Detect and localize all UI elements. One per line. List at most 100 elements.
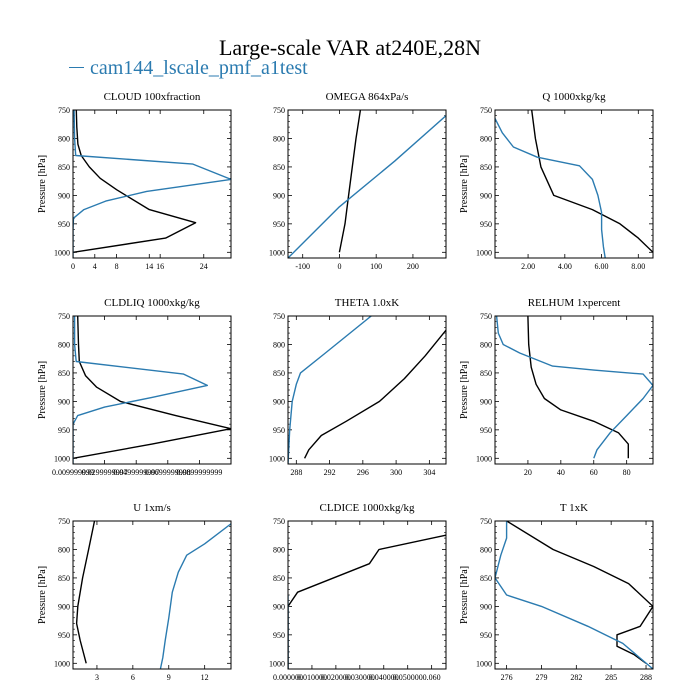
y-tick-label: 800 — [273, 134, 285, 143]
panel-2: OMEGA 864xPa/s 750 800 850 900 950 1000 -100 0 10… — [269, 91, 447, 271]
y-tick-label: 850 — [58, 369, 70, 378]
panel-title: T 1xK — [560, 502, 588, 514]
x-tick-label: 3 — [95, 673, 99, 682]
x-tick-label: 4.00 — [558, 262, 572, 271]
x-tick-label: 24 — [200, 262, 208, 271]
y-tick-label: 950 — [58, 220, 70, 229]
y-tick-label: 750 — [273, 517, 285, 526]
x-tick-label: 14 — [145, 262, 153, 271]
x-tick-label: 0.009999999 — [52, 468, 94, 477]
y-axis-label: Pressure [hPa] — [37, 155, 48, 213]
x-tick-label: 279 — [535, 673, 547, 682]
plot-frame — [72, 109, 232, 259]
x-tick-label: 200 — [407, 262, 419, 271]
plot-frame — [72, 520, 232, 670]
y-tick-label: 900 — [273, 602, 285, 611]
panel-9: T 1xK Pressure [hPa] 750 800 850 900 950 1000 27… — [459, 502, 654, 682]
panel-title: OMEGA 864xPa/s — [326, 91, 409, 103]
x-tick-label: 20 — [524, 468, 532, 477]
y-tick-label: 850 — [480, 574, 492, 583]
legend-label: cam144_lscale_pmf_a1test — [90, 57, 308, 79]
plot-frame — [72, 315, 232, 465]
y-tick-label: 800 — [273, 545, 285, 554]
y-tick-label: 950 — [480, 220, 492, 229]
x-tick-label: 0.050000 — [393, 673, 423, 682]
y-tick-label: 1000 — [269, 248, 285, 257]
y-tick-label: 850 — [273, 574, 285, 583]
y-tick-label: 800 — [480, 545, 492, 554]
panel-title: THETA 1.0xK — [335, 297, 400, 309]
y-tick-label: 750 — [58, 106, 70, 115]
series-line-blue — [73, 316, 208, 464]
y-tick-label: 750 — [273, 106, 285, 115]
y-tick-label: 850 — [58, 163, 70, 172]
x-tick-label: 288 — [290, 468, 302, 477]
x-tick-label: 0.020000 — [321, 673, 351, 682]
x-tick-label: 300 — [390, 468, 402, 477]
x-tick-label: 0 — [337, 262, 341, 271]
y-axis-label: Pressure [hPa] — [37, 361, 48, 419]
x-tick-label: 12 — [201, 673, 209, 682]
series-line-black — [303, 329, 446, 459]
plot-frame — [494, 109, 654, 259]
y-tick-label: 750 — [480, 517, 492, 526]
plot-frame — [494, 315, 654, 465]
x-tick-label: 0 — [71, 262, 75, 271]
x-tick-label: 100 — [370, 262, 382, 271]
y-tick-label: 1000 — [54, 454, 70, 463]
x-tick-label: 0.0499999997 — [113, 468, 159, 477]
series-line-black — [531, 110, 653, 253]
x-tick-label: 0.010000 — [297, 673, 327, 682]
series-line-black — [73, 316, 231, 459]
y-tick-label: 750 — [480, 312, 492, 321]
y-tick-label: 800 — [58, 545, 70, 554]
x-tick-label: 292 — [324, 468, 336, 477]
y-tick-label: 900 — [273, 191, 285, 200]
y-tick-label: 800 — [58, 134, 70, 143]
panel-title: RELHUM 1xpercent — [528, 297, 621, 309]
y-axis-label: Pressure [hPa] — [37, 566, 48, 624]
y-tick-label: 850 — [273, 369, 285, 378]
plot-frame — [287, 109, 447, 259]
panel-title: Q 1000xkg/kg — [542, 91, 606, 103]
panel-4: CLDLIQ 1000xkg/kg Pressure [hPa] 750 800 850… — [37, 297, 232, 477]
y-tick-label: 950 — [480, 426, 492, 435]
y-tick-label: 1000 — [476, 454, 492, 463]
panel-title: CLDICE 1000xkg/kg — [319, 502, 415, 514]
panel-7: U 1xm/s Pressure [hPa] 750 800 850 900 950 1000… — [37, 502, 232, 682]
x-tick-label: 0.000000 — [273, 673, 303, 682]
panel-5: THETA 1.0xK 750 800 850 900 950 1000 288 292 296 3… — [269, 297, 447, 477]
x-tick-label: 80 — [623, 468, 631, 477]
series-line-blue — [495, 118, 606, 258]
x-tick-label: 0.0299999997 — [82, 468, 128, 477]
y-axis-label: Pressure [hPa] — [459, 566, 470, 624]
x-tick-label: 4 — [93, 262, 97, 271]
series-line-black — [506, 521, 653, 664]
x-tick-label: 0.0899999999 — [176, 468, 222, 477]
x-tick-label: 6 — [131, 673, 135, 682]
y-tick-label: 950 — [58, 426, 70, 435]
series-line-blue — [73, 110, 231, 258]
y-tick-label: 1000 — [54, 248, 70, 257]
legend: cam144_lscale_pmf_a1test — [69, 57, 308, 80]
y-tick-label: 750 — [58, 312, 70, 321]
y-tick-label: 950 — [273, 220, 285, 229]
panel-title: U 1xm/s — [133, 502, 171, 514]
series-line-black — [288, 534, 446, 669]
x-tick-label: -100 — [295, 262, 310, 271]
y-axis-label: Pressure [hPa] — [459, 155, 470, 213]
series-line-black — [527, 316, 629, 459]
y-tick-label: 850 — [480, 163, 492, 172]
y-tick-label: 950 — [273, 631, 285, 640]
series-line-blue — [288, 115, 446, 258]
y-tick-label: 1000 — [269, 659, 285, 668]
series-line-black — [338, 110, 362, 253]
panel-title: CLOUD 100xfraction — [104, 91, 201, 103]
y-tick-label: 950 — [58, 631, 70, 640]
y-tick-label: 1000 — [476, 248, 492, 257]
panel-8: CLDICE 1000xkg/kg 750 800 850 900 950 1000 0.00… — [269, 502, 447, 682]
x-tick-label: 2.00 — [521, 262, 535, 271]
y-tick-label: 850 — [273, 163, 285, 172]
y-tick-label: 850 — [58, 574, 70, 583]
x-tick-label: 285 — [605, 673, 617, 682]
